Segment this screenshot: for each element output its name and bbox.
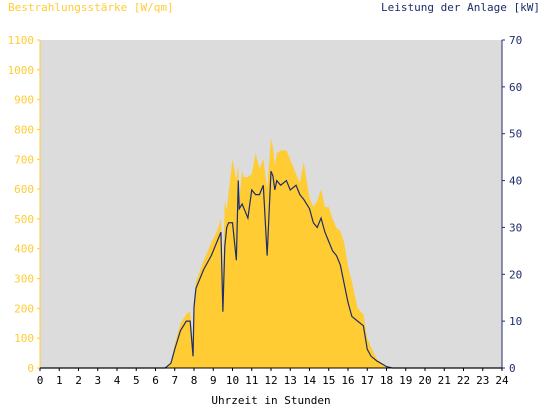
axis-layer: 0100200300400500600700800900100011000102… <box>8 34 523 387</box>
right-tick-label: 20 <box>509 268 522 281</box>
left-tick-label: 400 <box>14 243 34 256</box>
x-tick-label: 7 <box>171 374 178 387</box>
x-tick-label: 12 <box>264 374 277 387</box>
series-layer <box>40 138 502 369</box>
left-tick-label: 300 <box>14 273 34 286</box>
left-axis-title: Bestrahlungsstärke [W/qm] <box>8 1 174 14</box>
right-tick-label: 0 <box>509 362 516 375</box>
x-tick-label: 1 <box>56 374 63 387</box>
x-tick-label: 17 <box>361 374 374 387</box>
x-tick-label: 15 <box>322 374 335 387</box>
x-tick-label: 21 <box>438 374 451 387</box>
x-tick-label: 10 <box>226 374 239 387</box>
x-tick-label: 11 <box>245 374 258 387</box>
left-tick-label: 1100 <box>8 34 35 47</box>
right-axis-title: Leistung der Anlage [kW] <box>381 1 540 14</box>
right-tick-label: 10 <box>509 315 522 328</box>
x-tick-label: 19 <box>399 374 412 387</box>
x-tick-label: 22 <box>457 374 470 387</box>
x-tick-label: 16 <box>341 374 354 387</box>
left-tick-label: 900 <box>14 94 34 107</box>
right-tick-label: 60 <box>509 81 522 94</box>
x-tick-label: 4 <box>114 374 121 387</box>
x-tick-label: 8 <box>191 374 198 387</box>
left-tick-label: 1000 <box>8 64 35 77</box>
x-tick-label: 14 <box>303 374 317 387</box>
left-tick-label: 0 <box>27 362 34 375</box>
x-tick-label: 3 <box>94 374 101 387</box>
left-tick-label: 600 <box>14 183 34 196</box>
x-tick-label: 23 <box>476 374 489 387</box>
x-tick-label: 9 <box>210 374 217 387</box>
x-tick-label: 18 <box>380 374 393 387</box>
x-tick-label: 5 <box>133 374 140 387</box>
x-tick-label: 0 <box>37 374 44 387</box>
right-tick-label: 30 <box>509 221 522 234</box>
left-tick-label: 800 <box>14 123 34 136</box>
x-tick-label: 20 <box>418 374 431 387</box>
right-tick-label: 70 <box>509 34 522 47</box>
right-tick-label: 50 <box>509 128 522 141</box>
right-tick-label: 40 <box>509 175 522 188</box>
x-tick-label: 13 <box>284 374 297 387</box>
left-tick-label: 500 <box>14 213 34 226</box>
left-tick-label: 700 <box>14 153 34 166</box>
x-tick-label: 2 <box>75 374 82 387</box>
x-tick-label: 24 <box>495 374 509 387</box>
x-axis-title: Uhrzeit in Stunden <box>211 394 330 407</box>
irradiance-area <box>40 138 502 368</box>
power-line <box>40 170 502 369</box>
left-tick-label: 100 <box>14 332 34 345</box>
left-tick-label: 200 <box>14 302 34 315</box>
x-tick-label: 6 <box>152 374 159 387</box>
